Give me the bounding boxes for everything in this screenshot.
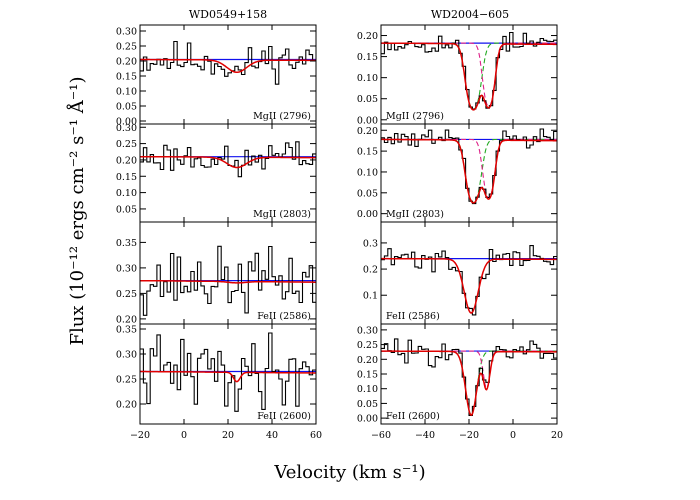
x-tick-label: 40 bbox=[266, 430, 278, 441]
y-tick-label: 0.30 bbox=[116, 263, 137, 274]
y-tick-label: 0.05 bbox=[116, 102, 137, 113]
x-tick-label: −40 bbox=[415, 430, 435, 441]
y-tick-label: 0.10 bbox=[357, 167, 378, 178]
component-b-curve bbox=[381, 138, 557, 199]
panel-8: 0.00 0.05 0.10 0.15 0.20 0.25 0.30 −60 −40 −20 0 20… bbox=[357, 323, 563, 441]
y-tick-label: 0.10 bbox=[116, 188, 137, 199]
panel-frame bbox=[139, 123, 317, 223]
y-tick-label: 0.2 bbox=[363, 265, 378, 276]
y-tick-label: 0.25 bbox=[116, 42, 137, 53]
model-fit-curve bbox=[140, 370, 316, 383]
y-tick-label: 0.25 bbox=[357, 340, 378, 351]
y-tick-label: 0.20 bbox=[116, 57, 137, 68]
y-tick-label: 0.15 bbox=[357, 52, 378, 63]
panel-line-label: MgII (2796) bbox=[253, 111, 311, 122]
spectrum-data bbox=[140, 332, 316, 412]
panel-line-label: MgII (2803) bbox=[386, 209, 444, 220]
x-tick-label: 60 bbox=[310, 430, 322, 441]
y-tick-label: 0.20 bbox=[357, 31, 378, 42]
y-tick-label: 0.30 bbox=[357, 325, 378, 336]
y-tick-label: 0.15 bbox=[357, 370, 378, 381]
panel-1: 0.00 0.05 0.10 0.15 0.20 0.25 0.30 MgII (2796) bbox=[116, 24, 317, 128]
panel-line-label: FeII (2586) bbox=[386, 311, 440, 322]
y-tick-label: 0.10 bbox=[116, 87, 137, 98]
panel-frame bbox=[380, 123, 558, 223]
y-tick-label: 0.20 bbox=[357, 126, 378, 137]
y-tick-label: 0.20 bbox=[116, 314, 137, 325]
y-tick-label: 0.00 bbox=[116, 117, 137, 128]
model-fit-curve bbox=[139, 279, 316, 284]
y-tick-label: 0.00 bbox=[357, 115, 378, 126]
x-tick-label: 0 bbox=[510, 430, 516, 441]
spectrum-data bbox=[140, 245, 316, 316]
component-b-curve bbox=[381, 350, 557, 389]
x-tick-label: −20 bbox=[130, 430, 150, 441]
panel-7: 0.1 0.2 0.3 FeII (2586) bbox=[363, 221, 558, 325]
panel-3: 0.20 0.25 0.30 0.35 FeII (2586) bbox=[116, 221, 317, 325]
panel-5: 0.00 0.05 0.10 0.15 0.20 MgII (2796) bbox=[357, 24, 558, 126]
panel-frame bbox=[380, 24, 558, 125]
y-axis-title: Flux (10⁻¹² ergs cm⁻² s⁻¹ Å⁻¹) bbox=[66, 76, 88, 345]
y-tick-label: 0.10 bbox=[357, 384, 378, 395]
y-tick-label: 0.15 bbox=[116, 172, 137, 183]
y-tick-label: 0.20 bbox=[116, 400, 137, 411]
model-fit-curve bbox=[381, 257, 557, 314]
spectrum-data bbox=[381, 245, 557, 316]
y-tick-label: 0.3 bbox=[363, 238, 378, 249]
y-tick-label: 0.30 bbox=[116, 27, 137, 38]
y-tick-label: 0.15 bbox=[116, 72, 137, 83]
y-tick-label: 0.05 bbox=[357, 94, 378, 105]
panel-4: 0.20 0.25 0.30 0.35 −20 0 20 40 60 FeII (2600) bbox=[116, 323, 322, 441]
panel-line-label: FeII (2600) bbox=[257, 411, 311, 422]
column-title-left: WD0549+158 bbox=[189, 8, 267, 21]
panel-frame bbox=[139, 323, 317, 425]
y-tick-label: 0.25 bbox=[116, 139, 137, 150]
model-fit-curve bbox=[381, 138, 557, 204]
model-fit-curve bbox=[140, 58, 316, 74]
spectrum-data bbox=[140, 141, 316, 178]
panel-line-label: MgII (2796) bbox=[386, 111, 444, 122]
y-tick-label: 0.05 bbox=[357, 188, 378, 199]
x-tick-label: 20 bbox=[222, 430, 234, 441]
y-tick-label: 0.1 bbox=[363, 291, 378, 302]
column-title-right: WD2004−605 bbox=[431, 8, 509, 21]
x-tick-label: −20 bbox=[459, 430, 479, 441]
y-tick-label: 0.20 bbox=[116, 155, 137, 166]
y-tick-label: 0.25 bbox=[116, 289, 137, 300]
model-fit-curve bbox=[381, 350, 557, 417]
y-tick-label: 0.00 bbox=[357, 414, 378, 425]
panel-line-label: FeII (2586) bbox=[257, 311, 311, 322]
panel-line-label: MgII (2803) bbox=[253, 209, 311, 220]
y-tick-label: 0.10 bbox=[357, 73, 378, 84]
spectrum-data bbox=[140, 40, 316, 85]
y-tick-label: 0.30 bbox=[116, 123, 137, 134]
y-tick-label: 0.35 bbox=[116, 325, 137, 336]
y-tick-label: 0.05 bbox=[357, 399, 378, 410]
y-tick-label: 0.00 bbox=[357, 209, 378, 220]
model-fit-curve bbox=[140, 155, 316, 169]
x-axis-title: Velocity (km s⁻¹) bbox=[273, 462, 425, 483]
y-tick-label: 0.20 bbox=[357, 355, 378, 366]
panel-6: 0.00 0.05 0.10 0.15 0.20 MgII (2803) bbox=[357, 123, 558, 223]
spectrum-data bbox=[381, 31, 557, 110]
panel-2: 0.05 0.10 0.15 0.20 0.25 0.30 MgII (2803) bbox=[116, 123, 317, 223]
spectrum-data bbox=[381, 338, 557, 416]
y-tick-label: 0.15 bbox=[357, 147, 378, 158]
model-fit-curve bbox=[381, 42, 557, 111]
x-tick-label: 0 bbox=[181, 430, 187, 441]
x-tick-label: −60 bbox=[371, 430, 391, 441]
y-tick-label: 0.35 bbox=[116, 238, 137, 249]
y-tick-label: 0.30 bbox=[116, 350, 137, 361]
panel-line-label: FeII (2600) bbox=[386, 411, 440, 422]
y-tick-label: 0.25 bbox=[116, 375, 137, 386]
y-tick-label: 0.05 bbox=[116, 204, 137, 215]
x-tick-label: 20 bbox=[551, 430, 563, 441]
